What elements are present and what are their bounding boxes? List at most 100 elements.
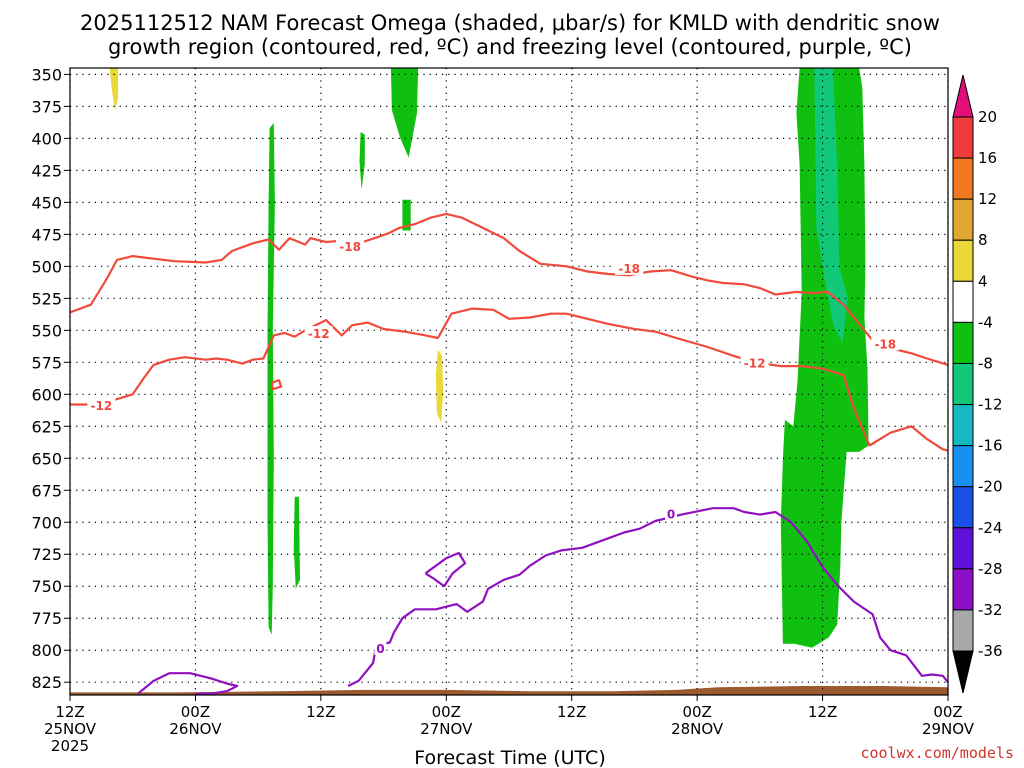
colorbar-swatch-6 (952, 362, 974, 406)
ytick-label-375: 375 (31, 97, 62, 116)
ytick-label-350: 350 (31, 65, 62, 84)
ytick-label-800: 800 (31, 641, 62, 660)
colorbar-swatch-2 (952, 198, 974, 241)
chart-title-line2: growth region (contoured, red, ºC) and f… (108, 35, 912, 59)
ytick-label-550: 550 (31, 321, 62, 340)
xtick-label-84-1: 00Z (933, 703, 962, 721)
colorbar-swatch-5 (952, 321, 974, 364)
omega-region-upward-4to8-b (435, 349, 444, 423)
colorbar-label-11: -28 (978, 560, 1003, 578)
omega-region-upward-4to8 (109, 68, 119, 111)
dgz-contour-label-bg-1-2 (740, 355, 769, 370)
colorbar-label-4: 4 (978, 272, 988, 290)
xtick-label-84-2: 29NOV (922, 720, 975, 738)
colorbar-swatch-8 (952, 445, 974, 488)
xtick-label-0-2: 25NOV (44, 720, 97, 738)
colorbar-label-0: 20 (978, 108, 997, 126)
ytick-label-700: 700 (31, 513, 62, 532)
xtick-label-24-1: 12Z (306, 703, 335, 721)
freezing-contour-label-0-0: 0 (376, 642, 384, 656)
colorbar-swatch-1 (952, 157, 974, 200)
dgz-contour-label-bg-0-0 (336, 239, 365, 254)
colorbar-label-13: -36 (978, 642, 1003, 660)
ytick-label-750: 750 (31, 577, 62, 596)
colorbar-swatch-9 (952, 486, 974, 529)
credit-text[interactable]: coolwx.com/models (860, 744, 1014, 762)
omega-region-down-small-col (293, 496, 300, 589)
colorbar-swatch-3 (952, 239, 974, 282)
colorbar-top-triangle (952, 74, 974, 118)
dgz-contour-label-0-2: -18 (874, 337, 896, 351)
xtick-label-0-1: 12Z (55, 703, 84, 721)
xtick-label-12-1: 00Z (181, 703, 210, 721)
dgz-contour-label-0-1: -18 (618, 262, 640, 276)
colorbar: 20 16 12 8 4 -4 -8 -12 -16 -20 -24 -28 -32 -36 (952, 74, 1003, 694)
ytick-label-575: 575 (31, 353, 62, 372)
omega-region-down-upper-a (359, 132, 365, 190)
dgz-contours: -18 -18 -18 -12 -12 -12 (69, 212, 949, 452)
colorbar-label-2: 12 (978, 190, 997, 208)
y-axis-ticks: 350 375 400 425 450 475 500 525 550 575 600 625 650 6… (31, 65, 70, 692)
ytick-label-675: 675 (31, 481, 62, 500)
freezing-contour-label-bg-0-0 (374, 640, 387, 655)
plot-frame (69, 67, 949, 696)
ytick-label-400: 400 (31, 129, 62, 148)
xtick-label-48-1: 12Z (557, 703, 586, 721)
xtick-label-36-2: 27NOV (420, 720, 473, 738)
ground-surface (70, 686, 948, 695)
ytick-label-625: 625 (31, 417, 62, 436)
xtick-label-72-1: 12Z (808, 703, 837, 721)
ytick-label-725: 725 (31, 545, 62, 564)
omega-region-down-upper-b (390, 68, 419, 158)
ytick-label-600: 600 (31, 385, 62, 404)
plot-border (69, 67, 949, 696)
colorbar-label-8: -16 (978, 437, 1003, 455)
colorbar-label-7: -12 (978, 396, 1003, 414)
x-axis-label: Forecast Time (UTC) (414, 747, 605, 768)
colorbar-bottom-triangle (952, 650, 974, 694)
omega-region-down-tall-col (267, 123, 275, 635)
xtick-label-60-2: 28NOV (671, 720, 724, 738)
ytick-label-425: 425 (31, 161, 62, 180)
colorbar-swatch-10 (952, 527, 974, 570)
chart-title-line1: 2025112512 NAM Forecast Omega (shaded, μ… (80, 11, 940, 35)
dgz-contour-label-bg-1-0 (87, 397, 116, 412)
ground-fill (70, 686, 948, 695)
omega-region-down-big-right (780, 68, 869, 648)
xtick-label-60-1: 00Z (682, 703, 711, 721)
colorbar-swatch-12 (952, 609, 974, 652)
ytick-label-825: 825 (31, 673, 62, 692)
freezing-contour-line-1 (424, 551, 467, 588)
colorbar-label-3: 8 (978, 231, 988, 249)
freezing-contour-label-bg-0-1 (665, 506, 678, 521)
colorbar-swatch-7 (952, 404, 974, 447)
xtick-label-0-3: 2025 (51, 737, 89, 755)
dgz-contour-label-bg-0-1 (615, 260, 644, 275)
dgz-contour-label-1-1: -12 (308, 327, 330, 341)
colorbar-swatch-11 (952, 568, 974, 611)
colorbar-label-10: -24 (978, 519, 1003, 537)
colorbar-label-12: -32 (978, 601, 1003, 619)
dgz-contour-line-0 (69, 212, 949, 366)
colorbar-label-1: 16 (978, 149, 997, 167)
dgz-contour-line-2 (270, 379, 283, 391)
colorbar-label-9: -20 (978, 478, 1003, 496)
ytick-label-525: 525 (31, 289, 62, 308)
dgz-contour-label-1-2: -12 (744, 357, 766, 371)
colorbar-label-6: -8 (978, 354, 993, 372)
colorbar-swatch-4 (952, 280, 974, 323)
dgz-contour-line-1 (70, 307, 949, 452)
freezing-contour-line-2 (137, 672, 239, 695)
dgz-contour-label-0-0: -18 (339, 240, 361, 254)
dgz-contour-label-1-0: -12 (91, 399, 113, 413)
grid-lines (69, 68, 949, 695)
freezing-contours: 00 (137, 506, 949, 695)
ytick-label-500: 500 (31, 257, 62, 276)
colorbar-swatch-0 (952, 116, 974, 159)
ytick-label-475: 475 (31, 225, 62, 244)
xtick-label-12-2: 26NOV (169, 720, 222, 738)
omega-region-down-upper-c (402, 199, 411, 231)
xtick-label-36-1: 00Z (432, 703, 461, 721)
